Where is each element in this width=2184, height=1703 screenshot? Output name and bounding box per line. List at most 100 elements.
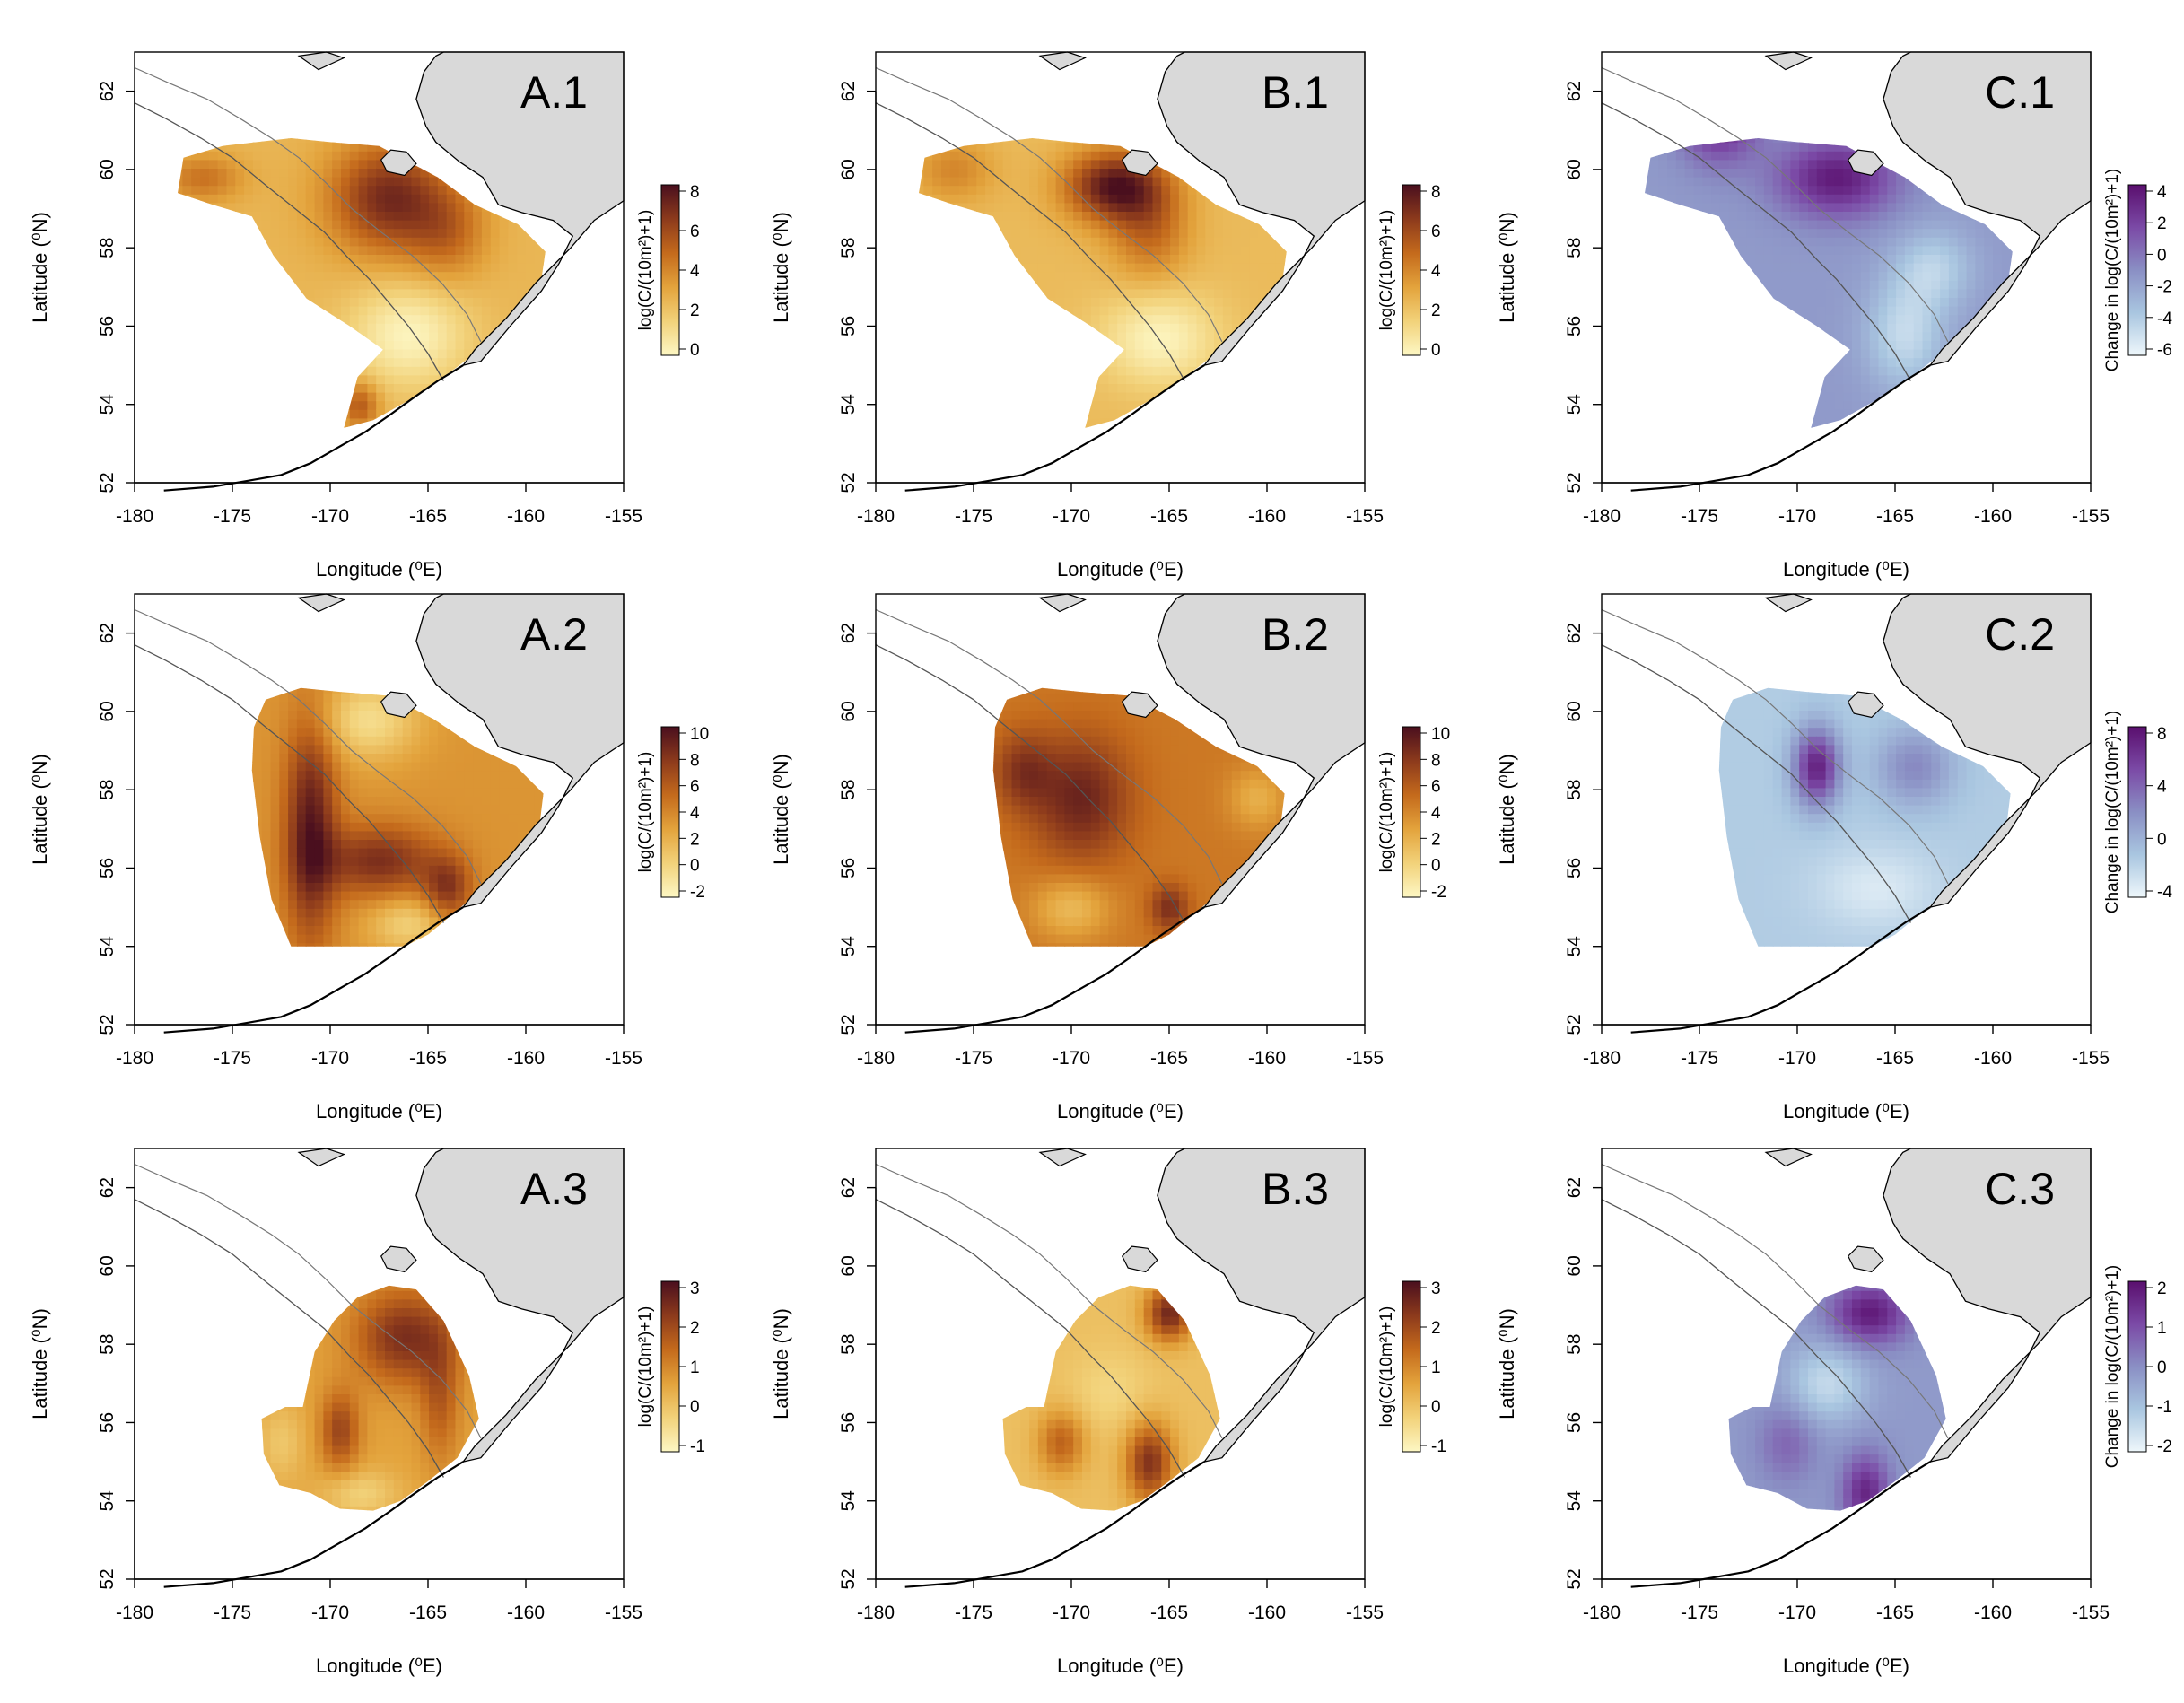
legend-tick-label: 4 bbox=[1431, 804, 1441, 823]
color-legend: 0 2 4 6 8 log(C/(10m²)+1) bbox=[1377, 183, 1441, 360]
land-st-lawrence-island bbox=[1764, 51, 1813, 71]
legend-title: log(C/(10m²)+1) bbox=[636, 752, 655, 873]
legend-tick-label: 6 bbox=[690, 223, 700, 241]
y-tick-label: 56 bbox=[838, 316, 859, 336]
legend-tick-label: -2 bbox=[690, 883, 705, 902]
legend-tick-label: 8 bbox=[2157, 725, 2167, 744]
legend-color-bar bbox=[2127, 1280, 2147, 1453]
depth-contour-50m bbox=[1601, 644, 1911, 923]
map-panel-a-3: A.3 -180 -175 -170 -165 -160 -155 Longitude (⁰E… bbox=[18, 1140, 745, 1696]
land-nunivak-island bbox=[1847, 1245, 1884, 1273]
x-axis-title: Longitude (⁰E) bbox=[1057, 1100, 1184, 1122]
x-axis-title: Longitude (⁰E) bbox=[1057, 558, 1184, 581]
legend-tick-label: 0 bbox=[690, 857, 700, 876]
x-tick-label: -180 bbox=[116, 1048, 153, 1069]
legend-tick-label: 2 bbox=[690, 830, 700, 849]
x-tick-label: -175 bbox=[955, 1048, 992, 1069]
legend-tick-label: 2 bbox=[690, 301, 700, 320]
x-tick-label: -180 bbox=[857, 1048, 895, 1069]
y-tick-label: 54 bbox=[97, 1490, 118, 1512]
legend-tick-label: 2 bbox=[1431, 830, 1441, 849]
y-tick-label: 58 bbox=[838, 780, 859, 800]
land-st-lawrence-island bbox=[1764, 1148, 1813, 1167]
x-tick-label: -155 bbox=[2072, 506, 2110, 527]
map-panel-c-3: C.3 -180 -175 -170 -165 -160 -155 Longitude (⁰E… bbox=[1485, 1140, 2184, 1696]
land-st-lawrence-island bbox=[297, 1148, 345, 1167]
legend-tick-label: 8 bbox=[690, 751, 700, 770]
y-tick-label: 52 bbox=[1564, 472, 1585, 493]
y-tick-label: 60 bbox=[1564, 701, 1585, 721]
y-axis: 52 54 56 58 60 62 Latitude (⁰N) bbox=[29, 623, 135, 1035]
x-tick-label: -155 bbox=[1346, 1048, 1384, 1069]
y-tick-label: 54 bbox=[838, 1490, 859, 1512]
x-tick-label: -170 bbox=[1778, 1603, 1816, 1623]
y-tick-label: 60 bbox=[838, 159, 859, 179]
y-tick-label: 62 bbox=[838, 81, 859, 101]
y-tick-label: 58 bbox=[1564, 1334, 1585, 1355]
y-axis-title: Latitude (⁰N) bbox=[1496, 1308, 1518, 1419]
depth-contour-50m bbox=[875, 644, 1185, 923]
y-tick-label: 60 bbox=[97, 1255, 118, 1276]
legend-tick-label: -2 bbox=[2157, 1437, 2172, 1456]
legend-tick-label: 4 bbox=[690, 804, 700, 823]
x-tick-label: -155 bbox=[1346, 1603, 1384, 1623]
legend-title: log(C/(10m²)+1) bbox=[1377, 752, 1396, 873]
y-tick-label: 56 bbox=[1564, 858, 1585, 878]
panel-label: B.2 bbox=[1262, 609, 1329, 659]
y-axis: 52 54 56 58 60 62 Latitude (⁰N) bbox=[1496, 81, 1603, 493]
y-tick-label: 54 bbox=[1564, 936, 1585, 957]
y-axis: 52 54 56 58 60 62 Latitude (⁰N) bbox=[770, 623, 877, 1035]
legend-tick-label: -4 bbox=[2157, 883, 2172, 902]
y-tick-label: 60 bbox=[1564, 1255, 1585, 1276]
legend-tick-label: 0 bbox=[1431, 857, 1441, 876]
map-panel-b-2: B.2 -180 -175 -170 -165 -160 -155 Longitude (⁰E… bbox=[759, 585, 1486, 1141]
map-svg: B.1 -180 -175 -170 -165 -160 -155 Longitude (⁰E… bbox=[770, 51, 1441, 581]
x-tick-label: -165 bbox=[1876, 1048, 1914, 1069]
legend-tick-label: 10 bbox=[1431, 725, 1450, 744]
legend-color-bar bbox=[660, 1280, 680, 1453]
x-tick-label: -155 bbox=[1346, 506, 1384, 527]
x-axis: -180 -175 -170 -165 -160 -155 Longitude (⁰E) bbox=[1583, 1578, 2110, 1677]
land-nunivak-island bbox=[1847, 149, 1884, 177]
y-tick-label: 58 bbox=[97, 238, 118, 258]
y-axis: 52 54 56 58 60 62 Latitude (⁰N) bbox=[770, 81, 877, 493]
depth-contour-50m bbox=[134, 102, 444, 381]
y-tick-label: 52 bbox=[1564, 1014, 1585, 1035]
y-axis-title: Latitude (⁰N) bbox=[1496, 754, 1518, 865]
legend-tick-label: 6 bbox=[1431, 223, 1441, 241]
legend-color-bar bbox=[2127, 726, 2147, 898]
depth-contour-100m bbox=[1601, 66, 1949, 343]
land-nunivak-island bbox=[1121, 149, 1158, 177]
y-axis-title: Latitude (⁰N) bbox=[770, 754, 792, 865]
legend-tick-label: 0 bbox=[690, 1398, 700, 1417]
x-tick-label: -175 bbox=[214, 1048, 251, 1069]
legend-tick-label: 3 bbox=[690, 1279, 700, 1298]
plot-area: B.1 -180 -175 -170 -165 -160 -155 Longitude (⁰E… bbox=[770, 51, 1441, 581]
x-tick-label: -160 bbox=[1974, 1048, 2012, 1069]
y-tick-label: 62 bbox=[1564, 623, 1585, 643]
legend-color-bar bbox=[1402, 726, 1421, 898]
y-tick-label: 56 bbox=[97, 1412, 118, 1433]
map-panel-a-2: A.2 -180 -175 -170 -165 -160 -155 Longitude (⁰E… bbox=[18, 585, 745, 1141]
depth-contour-50m bbox=[1601, 1199, 1911, 1478]
legend-tick-label: -2 bbox=[1431, 883, 1446, 902]
y-tick-label: 60 bbox=[97, 701, 118, 721]
panel-label: B.1 bbox=[1262, 67, 1329, 118]
legend-tick-label: 4 bbox=[1431, 262, 1441, 281]
depth-contour-50m bbox=[134, 644, 444, 923]
map-panel-c-1: C.1 -180 -175 -170 -165 -160 -155 Longitude (⁰E… bbox=[1485, 43, 2184, 599]
land-st-lawrence-island bbox=[1038, 51, 1087, 71]
x-tick-label: -165 bbox=[1876, 506, 1914, 527]
map-svg: B.2 -180 -175 -170 -165 -160 -155 Longitude (⁰E… bbox=[770, 593, 1450, 1122]
land-alaska bbox=[415, 593, 625, 909]
land-alaska bbox=[415, 51, 625, 367]
y-tick-label: 58 bbox=[97, 780, 118, 800]
y-tick-label: 52 bbox=[1564, 1568, 1585, 1589]
y-axis-title: Latitude (⁰N) bbox=[29, 1308, 51, 1419]
legend-tick-label: 4 bbox=[690, 262, 700, 281]
y-tick-label: 58 bbox=[1564, 780, 1585, 800]
x-tick-label: -170 bbox=[311, 1048, 349, 1069]
x-axis: -180 -175 -170 -165 -160 -155 Longitude (⁰E) bbox=[116, 1578, 642, 1677]
